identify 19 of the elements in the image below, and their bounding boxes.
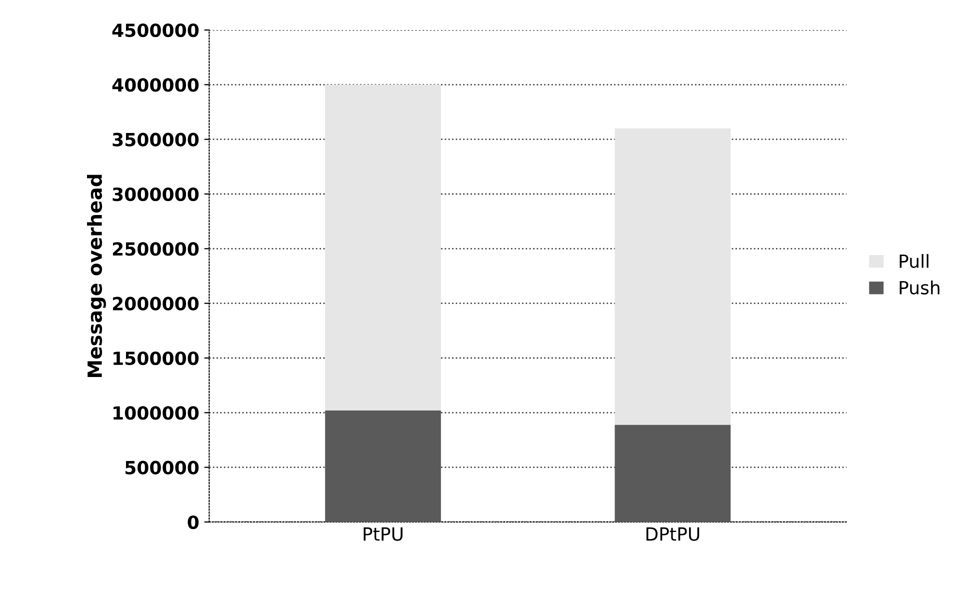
x-tick-label: PtPU [364,527,402,541]
y-axis-title: Message overhead [87,174,106,377]
bar [614,424,731,522]
y-tick-label: 4500000 [112,23,199,38]
x-tick-label: DPtPU [646,527,700,541]
legend-label: Push [900,280,940,294]
bar [325,84,441,410]
y-tick-label: 500000 [125,460,199,474]
y-tick-label: 3500000 [112,132,199,146]
y-tick-label: 2500000 [112,242,199,256]
y-tick-label: 3000000 [112,187,199,202]
bar [614,128,731,425]
legend-label: Pull [900,254,928,268]
y-tick-label: 1500000 [114,351,199,366]
y-tick-label: 0 [188,515,199,530]
y-tick-label: 1000000 [114,406,199,420]
y-tick-label: 2000000 [112,296,199,310]
bar [325,410,441,522]
y-tick-label: 4000000 [112,78,199,92]
